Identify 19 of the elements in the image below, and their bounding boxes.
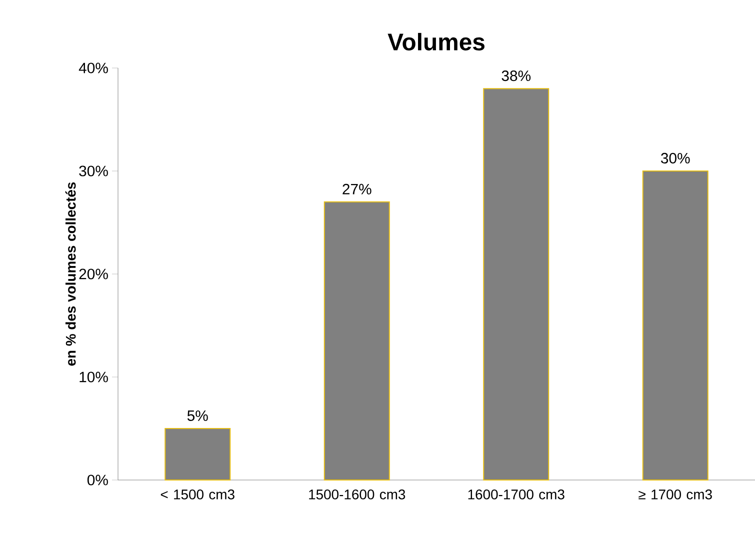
x-tick-label: 1600-1700 cm3 [468, 490, 564, 500]
chart-title: Volumes [388, 32, 484, 50]
data-label: 38% [502, 70, 531, 82]
bar [164, 428, 231, 480]
y-tick-label: 30% [79, 166, 108, 176]
data-label: 27% [342, 184, 372, 194]
x-tick-label: ≥ 1700 cm3 [638, 490, 712, 500]
bar [483, 88, 550, 480]
bar [324, 201, 390, 480]
y-tick-label: 0% [87, 474, 108, 486]
data-label: 5% [187, 410, 208, 421]
x-tick-label: 1500-1600 cm3 [309, 490, 406, 500]
bar [642, 170, 708, 480]
y-tick-label: 40% [78, 62, 108, 74]
x-tick-label: < 1500 cm3 [160, 490, 234, 500]
y-tick-label: 10% [80, 372, 108, 382]
y-axis-title: en % des volumes collectés [65, 182, 76, 366]
data-label: 30% [660, 152, 690, 164]
y-tick-label: 20% [79, 268, 108, 280]
